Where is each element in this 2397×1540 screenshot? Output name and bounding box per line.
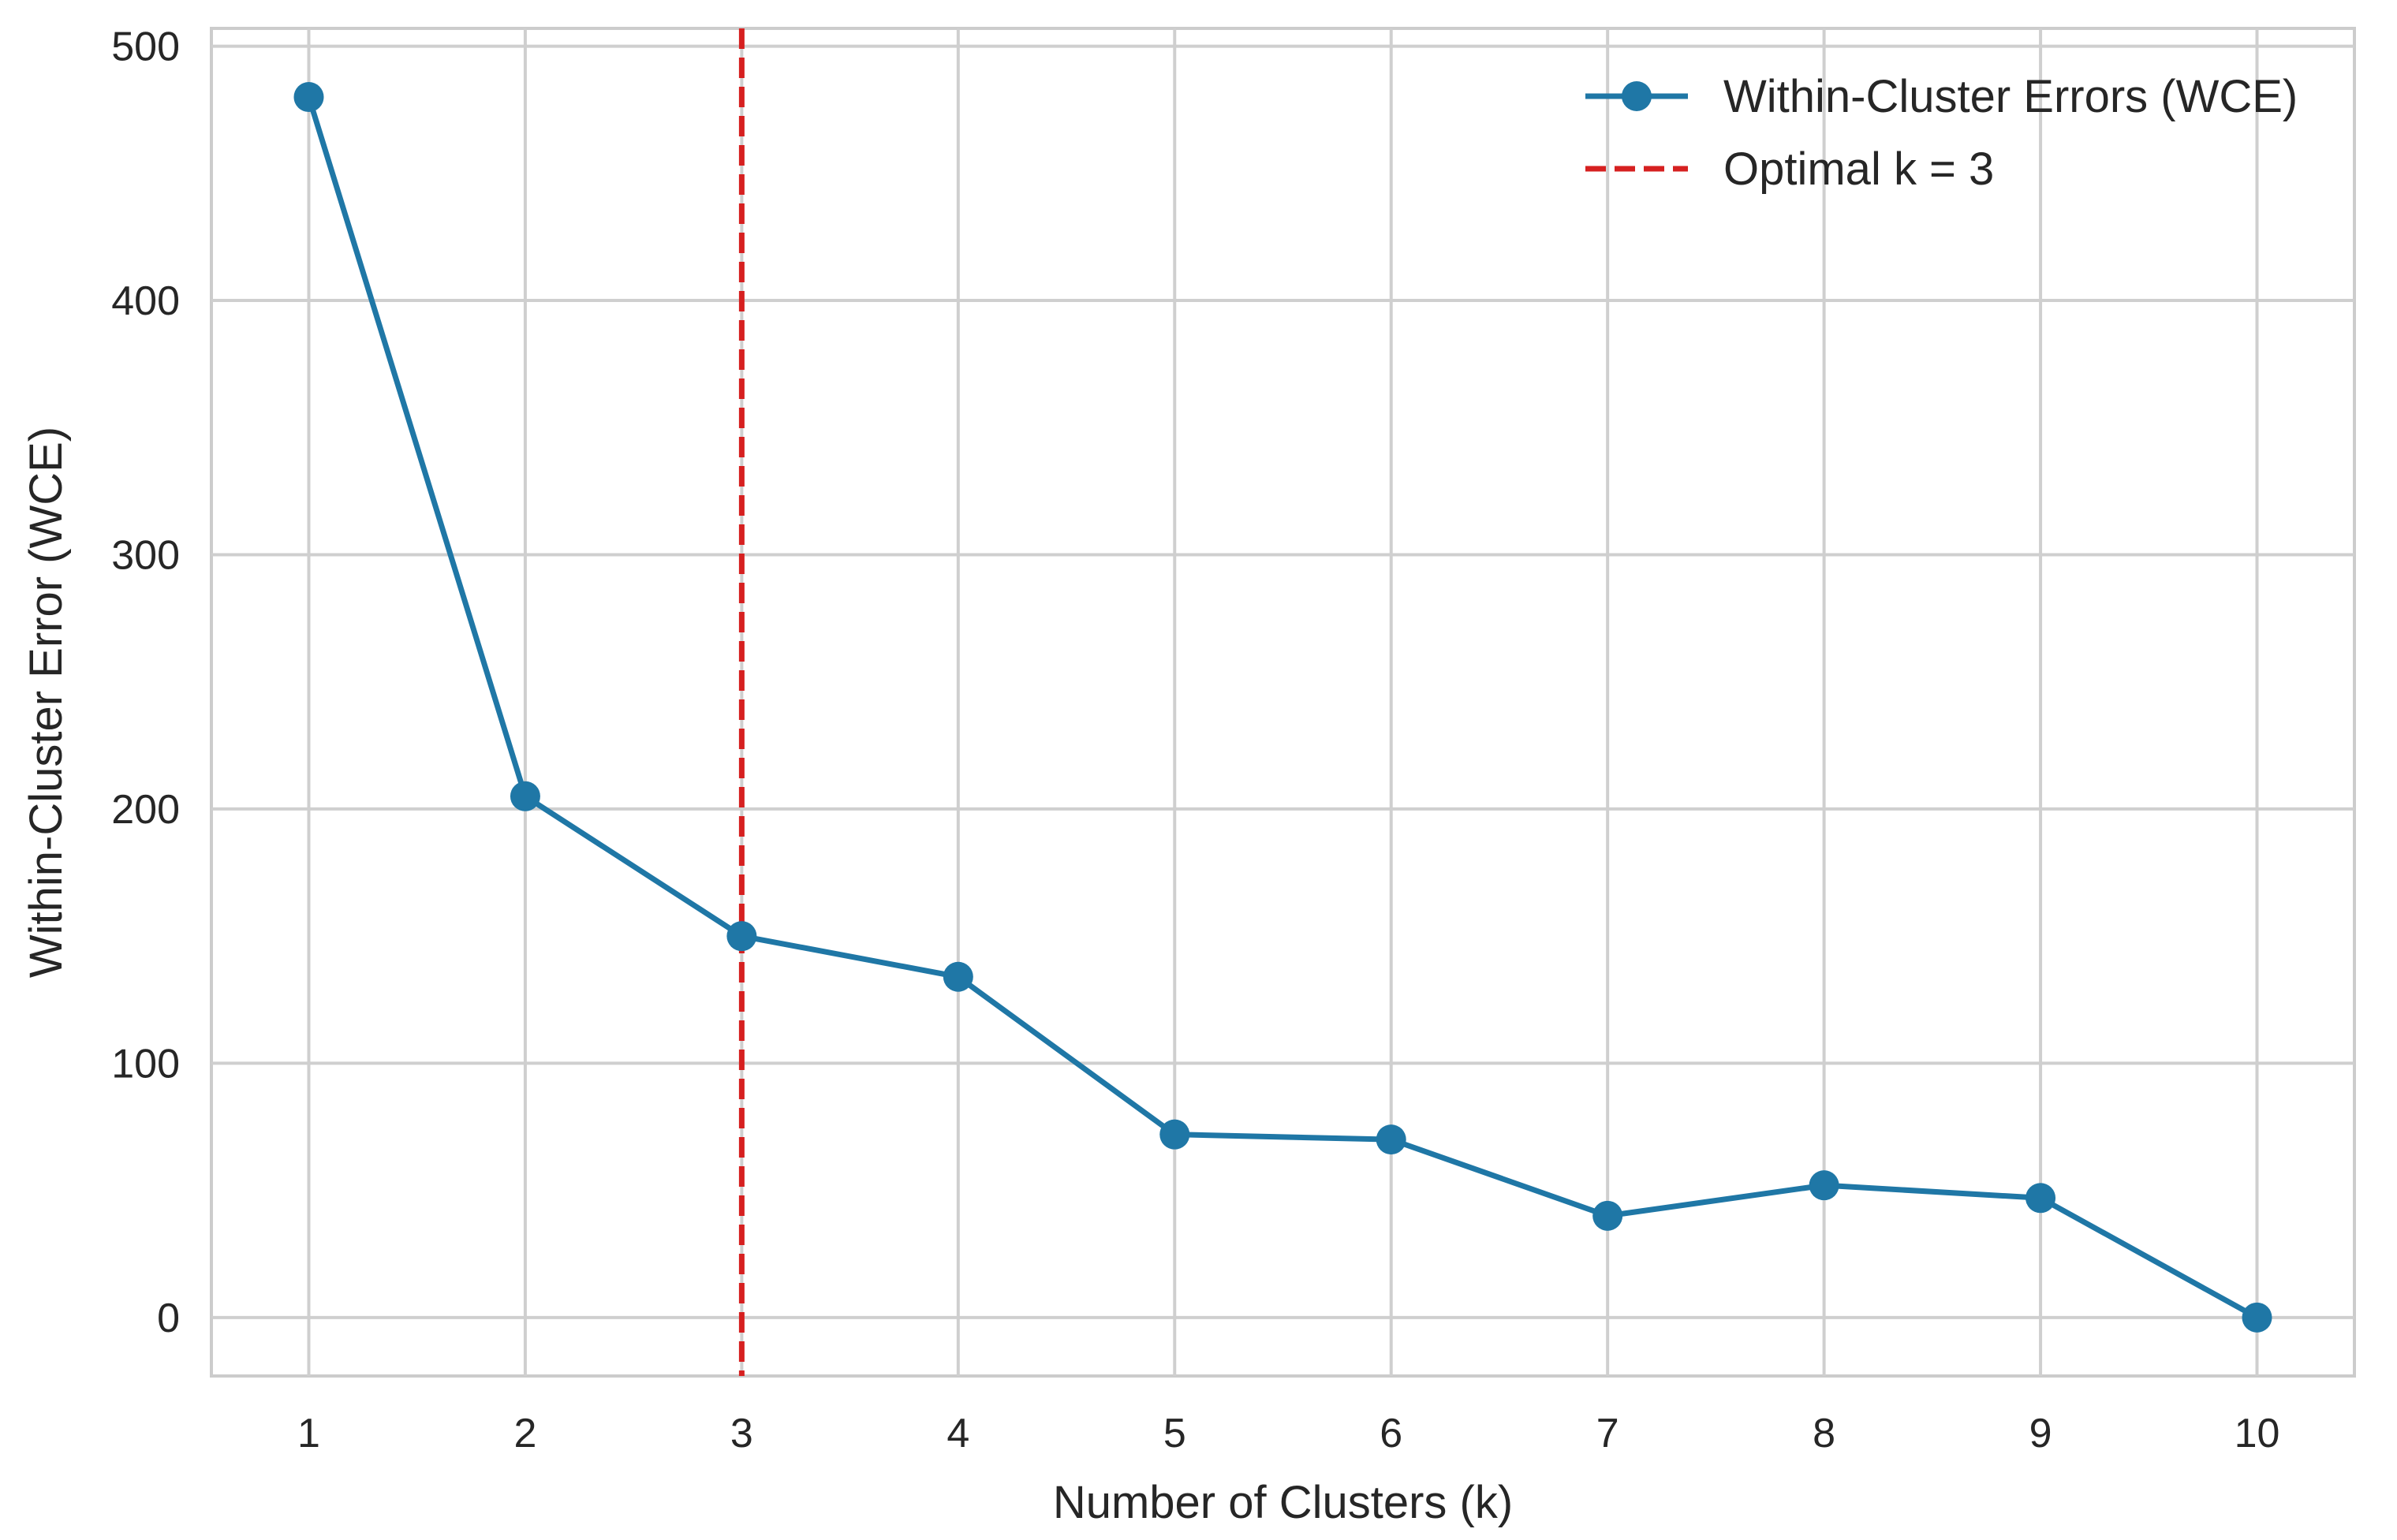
data-point [1159,1119,1190,1150]
y-axis-title: Within-Cluster Error (WCE) [21,427,72,978]
data-point [1376,1124,1406,1155]
x-tick-label: 4 [946,1411,969,1456]
plot-area [210,27,2356,1378]
x-tick-label: 2 [513,1411,536,1456]
series-line [306,96,2259,1320]
legend-series-marker [1622,81,1652,111]
y-tick-label: 300 [111,532,180,578]
y-tick-labels: 0 100 200 300 400 500 [111,24,180,1341]
y-tick-label: 400 [111,278,180,324]
data-point [726,921,757,952]
data-point [943,961,973,992]
x-tick-label: 10 [2235,1411,2280,1456]
x-tick-label: 3 [730,1411,753,1456]
y-tick-label: 0 [157,1296,180,1341]
data-point [1809,1170,1839,1201]
x-tick-label: 1 [297,1411,320,1456]
series [293,82,2272,1333]
x-tick-label: 8 [1813,1411,1835,1456]
x-tick-labels: 1 2 3 4 5 6 7 8 9 10 [297,1411,2279,1456]
x-axis-title: Number of Clusters (k) [1053,1477,1513,1528]
grid [211,28,2354,1376]
x-tick-label: 9 [2029,1411,2052,1456]
y-tick-label: 500 [111,24,180,70]
legend-series-label: Within-Cluster Errors (WCE) [1723,71,2298,122]
data-point [2026,1183,2056,1214]
y-tick-label: 100 [111,1041,180,1087]
data-point [2242,1302,2272,1333]
x-tick-label: 7 [1596,1411,1619,1456]
data-point [510,781,540,811]
data-point [1592,1200,1623,1231]
x-tick-label: 6 [1380,1411,1402,1456]
legend-optimal-label: Optimal k = 3 [1723,144,1994,195]
legend: Within-Cluster Errors (WCE) Optimal k = … [1585,71,2298,195]
y-tick-label: 200 [111,787,180,833]
x-tick-label: 5 [1163,1411,1186,1456]
data-point [293,82,324,113]
